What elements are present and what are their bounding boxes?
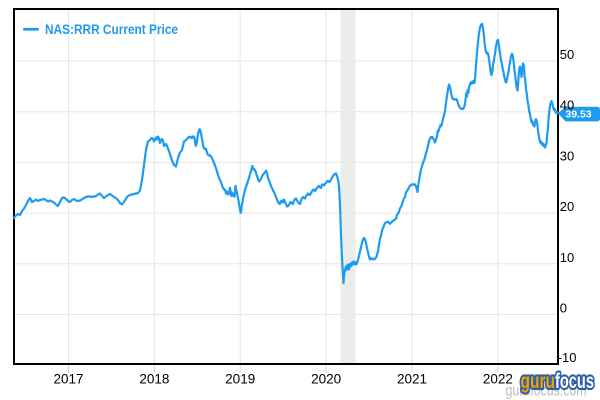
svg-text:2019: 2019 xyxy=(225,371,255,386)
svg-text:2017: 2017 xyxy=(53,371,83,386)
svg-text:-10: -10 xyxy=(558,350,577,365)
svg-text:2022: 2022 xyxy=(483,371,513,386)
svg-text:40: 40 xyxy=(560,98,574,113)
svg-text:30: 30 xyxy=(560,148,574,163)
svg-text:10: 10 xyxy=(560,250,574,265)
svg-text:39.53: 39.53 xyxy=(565,109,591,121)
svg-text:focus: focus xyxy=(555,370,594,393)
svg-text:gurufocus.com: gurufocus.com xyxy=(506,383,587,400)
svg-text:2018: 2018 xyxy=(139,371,169,386)
svg-text:2020: 2020 xyxy=(311,371,341,386)
svg-text:guru: guru xyxy=(521,370,556,393)
svg-text:50: 50 xyxy=(560,47,574,62)
svg-text:2021: 2021 xyxy=(397,371,427,386)
svg-text:NAS:RRR Current Price: NAS:RRR Current Price xyxy=(45,22,178,37)
svg-text:0: 0 xyxy=(560,301,567,316)
svg-text:20: 20 xyxy=(560,199,574,214)
